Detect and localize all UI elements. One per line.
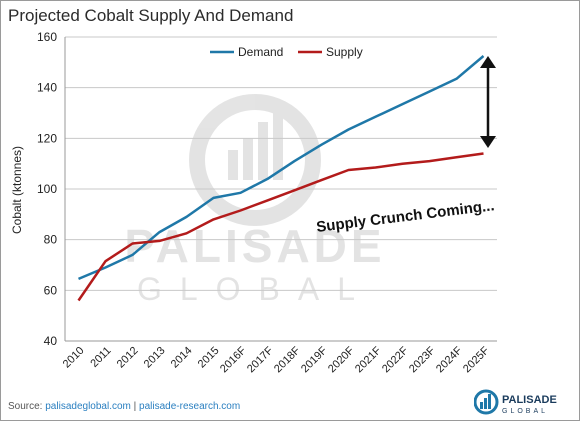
x-tick-labels: 2010 2011 2012 2013 2014 20152016F2017F2018F2… — [61, 344, 492, 375]
source-link-palisade-research[interactable]: palisade-research.com — [139, 401, 241, 412]
x-tick-label: 2022F — [380, 344, 411, 375]
logo-line2: GLOBAL — [502, 408, 548, 415]
x-tick-label: 2025F — [461, 344, 492, 375]
source-line: Source: palisadeglobal.com | palisade-re… — [8, 401, 240, 412]
legend-label: Supply — [326, 45, 363, 59]
source-link-palisadeglobal[interactable]: palisadeglobal.com — [45, 401, 131, 412]
x-tick-label: 2014 — [169, 345, 195, 371]
y-tick-label: 160 — [37, 30, 57, 44]
x-tick-label: 2010 — [61, 345, 87, 371]
chart-title: Projected Cobalt Supply And Demand — [8, 6, 294, 25]
y-tick-labels: 40 60 80 100 120 140 160 — [37, 30, 57, 348]
y-axis-label: Cobalt (ktonnes) — [10, 146, 24, 234]
y-tick-label: 40 — [44, 334, 58, 348]
legend: Demand Supply — [210, 45, 363, 59]
x-tick-label: 2018F — [272, 344, 303, 375]
watermark: PALISADE GLOBAL — [124, 94, 382, 307]
x-tick-label: 2013 — [142, 345, 168, 371]
legend-label: Demand — [238, 45, 283, 59]
x-tick-label: 2019F — [299, 344, 330, 375]
watermark-bar-icon — [258, 122, 268, 180]
y-tick-label: 140 — [37, 81, 57, 95]
gap-arrow-icon — [480, 56, 496, 148]
x-tick-label: 2012 — [115, 345, 141, 371]
x-tick-label: 2016F — [218, 344, 249, 375]
x-tick-label: 2011 — [88, 345, 113, 370]
logo-ring-icon — [474, 389, 499, 415]
y-tick-label: 60 — [44, 283, 58, 297]
watermark-bar-icon — [243, 138, 253, 180]
watermark-line2: GLOBAL — [137, 271, 373, 307]
x-tick-label: 2023F — [407, 344, 438, 375]
grid-lines — [64, 36, 497, 342]
y-tick-label: 80 — [44, 233, 58, 247]
annotation-text: Supply Crunch Coming... — [315, 197, 495, 236]
watermark-bar-icon — [273, 106, 283, 180]
source-separator: | — [130, 401, 140, 412]
y-tick-label: 120 — [37, 131, 57, 145]
x-tick-label: 2021F — [353, 344, 384, 375]
y-tick-label: 100 — [37, 182, 57, 196]
series-lines — [77, 55, 485, 302]
palisade-logo: PALISADE GLOBAL — [474, 389, 557, 415]
source-prefix: Source: — [8, 401, 46, 412]
x-tick-label: 2024F — [434, 344, 465, 375]
x-tick-label: 2020F — [326, 344, 357, 375]
watermark-ring-icon — [189, 94, 321, 226]
watermark-bar-icon — [228, 150, 238, 180]
series-line-supply — [77, 152, 484, 302]
logo-line1: PALISADE — [502, 394, 557, 406]
x-tick-label: 2017F — [245, 344, 276, 375]
series-line-demand — [78, 55, 485, 281]
